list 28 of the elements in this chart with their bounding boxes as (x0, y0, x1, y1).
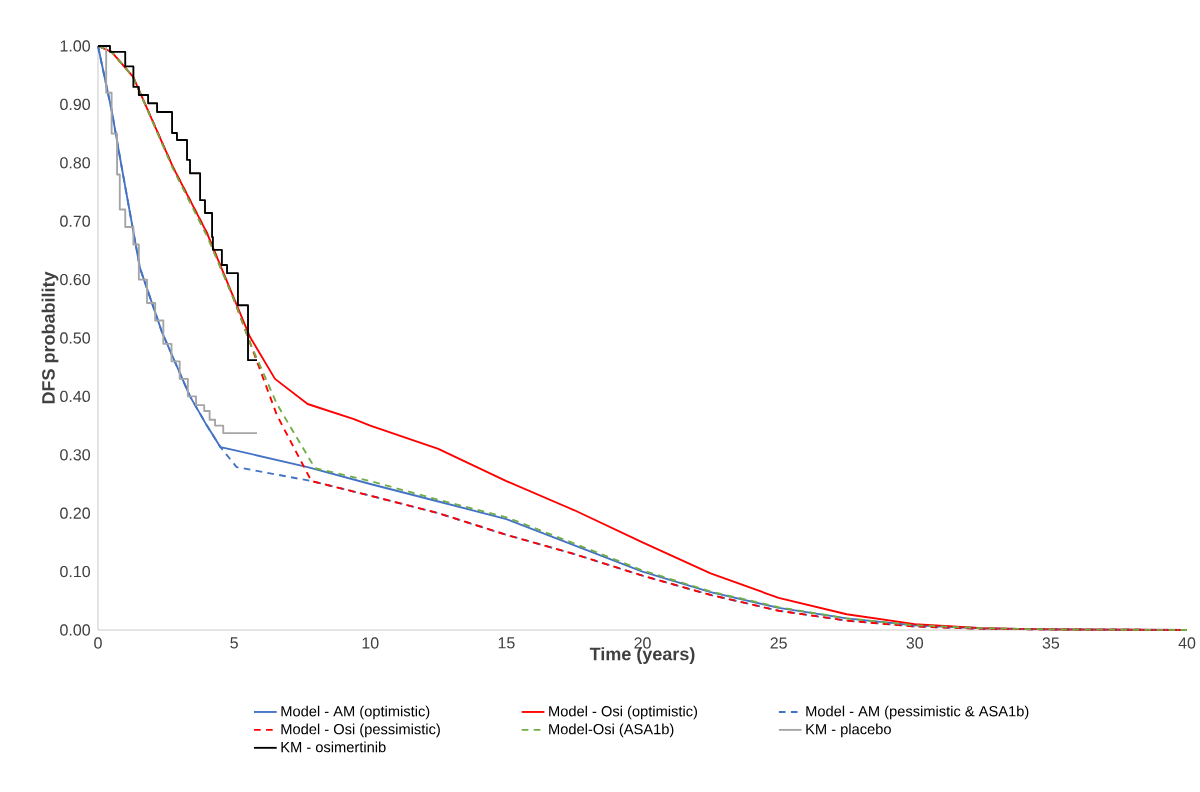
legend-label: Model-Osi (ASA1b) (549, 723, 674, 738)
y-tick-label: 0.40 (60, 390, 91, 403)
legend-label: Model - AM (pessimistic & ASA1b) (806, 705, 1029, 720)
x-tick-label: 10 (362, 637, 379, 649)
x-tick-label: 15 (498, 637, 515, 649)
y-tick-label: 0.60 (60, 273, 91, 286)
x-tick-label: 5 (230, 637, 238, 649)
y-tick-label: 0.20 (60, 507, 91, 519)
legend-label: KM - placebo (806, 723, 891, 738)
x-tick-label: 20 (634, 637, 651, 649)
legend-label: Model - AM (optimistic) (281, 705, 430, 720)
y-tick-label: 0.30 (60, 449, 91, 461)
legend-label: Model - Osi (pessimistic) (281, 723, 440, 738)
y-tick-label: 0.80 (60, 157, 91, 169)
y-tick-label: 1.00 (60, 40, 91, 52)
y-axis-title: DFS probability (41, 271, 59, 404)
legend-label: Model - Osi (optimistic) (549, 705, 698, 720)
y-tick-label: 0.90 (60, 98, 91, 111)
x-tick-label: 30 (906, 637, 924, 649)
legend-label: KM - osimertinib (281, 741, 386, 753)
x-tick-label: 25 (770, 637, 787, 649)
y-tick-label: 0.10 (60, 565, 91, 578)
x-tick-label: 35 (1042, 637, 1060, 649)
y-tick-label: 0.00 (60, 624, 91, 636)
x-tick-label: 40 (1178, 637, 1196, 649)
y-tick-label: 0.50 (60, 332, 91, 344)
x-tick-label: 0 (94, 637, 102, 649)
y-tick-label: 0.70 (60, 215, 91, 227)
